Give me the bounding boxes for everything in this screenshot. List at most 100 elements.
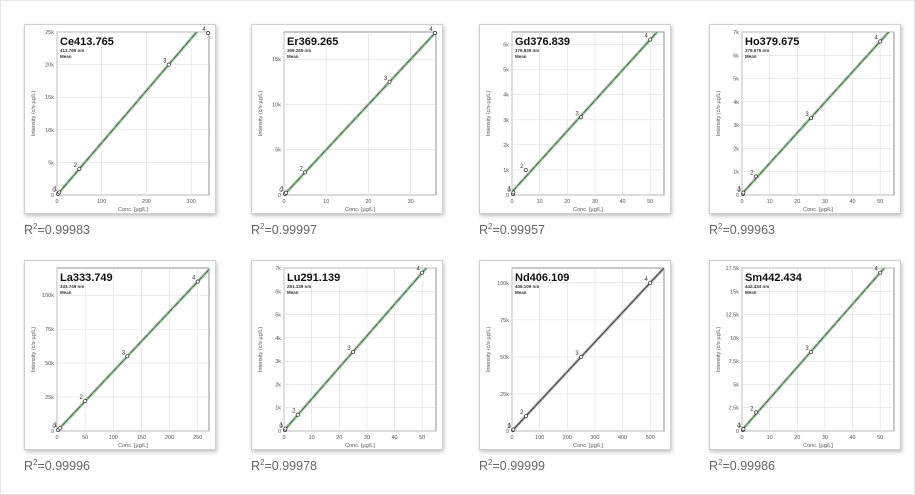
chart-mode: Mean <box>745 290 757 295</box>
x-tick-label: 0 <box>510 435 513 441</box>
chart-title: Ho379.675 <box>745 36 799 48</box>
chart-mode: Mean <box>745 54 757 59</box>
data-point <box>195 279 200 284</box>
data-point <box>283 426 288 431</box>
x-tick-label: 30 <box>408 199 414 205</box>
y-tick-label: 4k <box>275 336 281 342</box>
data-point <box>284 190 289 195</box>
data-point <box>295 412 300 417</box>
x-axis-label: Conc. [µg/L] <box>345 207 375 213</box>
data-point-label: 2 <box>750 170 754 176</box>
x-tick-label: 20 <box>365 199 371 205</box>
data-point-label: 2 <box>74 163 78 169</box>
data-point <box>351 349 356 354</box>
chart-title: Lu291.139 <box>287 272 340 284</box>
x-tick-label: 100 <box>535 435 544 441</box>
data-point <box>523 414 528 419</box>
fit-line-group <box>512 268 664 431</box>
data-point-label: 0 <box>507 424 511 430</box>
y-tick-label: 20k <box>45 63 54 69</box>
y-tick-label: 7.5k <box>729 359 740 365</box>
y-tick-label: 4k <box>503 93 509 99</box>
data-point-label: 1 <box>738 187 742 193</box>
y-tick-label: 100k <box>497 281 509 287</box>
x-tick-label: 30 <box>364 435 370 441</box>
x-tick-label: 100 <box>97 199 106 205</box>
x-tick-label: 30 <box>822 199 828 205</box>
x-tick-label: 50 <box>647 199 653 205</box>
data-point <box>579 115 584 120</box>
chart-title: La333.749 <box>60 272 113 284</box>
data-point <box>753 410 758 415</box>
data-point-label: 3 <box>575 351 579 357</box>
data-point <box>648 280 653 285</box>
y-tick-label: 10k <box>272 102 281 108</box>
chart-title: Ce413.765 <box>60 36 114 48</box>
r-squared-label: R2=0.99986 <box>709 458 775 474</box>
y-tick-label: 10k <box>45 128 54 134</box>
y-tick-label: 2k <box>733 146 739 152</box>
x-tick-label: 0 <box>740 199 743 205</box>
x-axis-label: Conc. [µg/L] <box>803 443 833 449</box>
x-tick-label: 10 <box>537 199 543 205</box>
chart-title: Gd376.839 <box>515 36 570 48</box>
data-point-label: 4 <box>875 35 879 41</box>
y-tick-label: 0 <box>278 193 281 199</box>
data-point-label: 3 <box>384 76 388 82</box>
chart-subtitle: 442.434 nm <box>745 284 769 289</box>
x-tick-label: 150 <box>137 435 146 441</box>
y-tick-label: 1k <box>275 406 281 412</box>
y-tick-label: 5k <box>733 77 739 83</box>
chart-title: Sm442.434 <box>745 272 803 284</box>
y-tick-label: 25k <box>500 392 509 398</box>
data-point <box>206 31 210 35</box>
calibration-chart-la333: 0 50 100 150 200 250 0 25k 50k 75k 100k Conc. [µg/L… <box>31 267 210 449</box>
chart-subtitle: 333.749 nm <box>60 284 84 289</box>
data-point-label: 0 <box>507 188 511 194</box>
data-point <box>125 354 130 359</box>
x-tick-label: 20 <box>794 199 800 205</box>
x-tick-label: 0 <box>282 199 285 205</box>
data-point <box>433 31 437 35</box>
x-tick-label: 300 <box>590 435 599 441</box>
x-tick-label: 40 <box>391 435 397 441</box>
y-tick-label: 25k <box>45 395 54 401</box>
data-point-label: 2 <box>299 166 303 172</box>
data-point <box>57 190 62 195</box>
y-tick-label: 15k <box>730 289 739 295</box>
y-tick-label: 7k <box>275 266 281 272</box>
fit-line-core <box>742 268 885 431</box>
y-axis-label: Intensity (c/s·µg/L) <box>258 327 264 373</box>
x-tick-label: 400 <box>618 435 627 441</box>
y-tick-label: 2k <box>275 382 281 388</box>
data-point <box>83 399 88 404</box>
y-tick-label: 4k <box>733 100 739 106</box>
data-point <box>809 116 814 121</box>
data-point <box>77 166 82 171</box>
x-tick-label: 300 <box>187 199 196 205</box>
y-axis-label: Intensity (c/s·µg/L) <box>486 327 492 373</box>
x-tick-label: 20 <box>794 435 800 441</box>
calibration-chart-nd406: 0 100 200 300 400 500 0 25k 50k 75k 100k Conc. [µg/… <box>486 267 665 449</box>
data-point-label: 3 <box>575 111 579 117</box>
y-tick-label: 6k <box>275 289 281 295</box>
fit-line-group <box>742 32 891 195</box>
r-squared-label: R2=0.99978 <box>251 458 317 474</box>
data-point-label: 0 <box>52 188 56 194</box>
y-axis-label: Intensity (c/s·µg/L) <box>258 91 264 137</box>
r-squared-label: R2=0.99999 <box>479 458 545 474</box>
chart-subtitle: 376.839 nm <box>515 48 539 53</box>
fit-line <box>512 268 664 431</box>
chart-frame: 0 10 20 30 0 5k 10k 15k Conc. [µg/L] Intensity (c… <box>251 24 443 214</box>
x-tick-label: 10 <box>767 435 773 441</box>
x-tick-label: 200 <box>142 199 151 205</box>
chart-mode: Mean <box>60 290 72 295</box>
fit-line-core <box>284 32 436 195</box>
data-point <box>753 174 758 179</box>
y-tick-label: 5k <box>275 148 281 154</box>
r-squared-label: R2=0.99997 <box>251 222 317 238</box>
fit-line-core <box>512 32 658 193</box>
data-point <box>511 190 516 195</box>
